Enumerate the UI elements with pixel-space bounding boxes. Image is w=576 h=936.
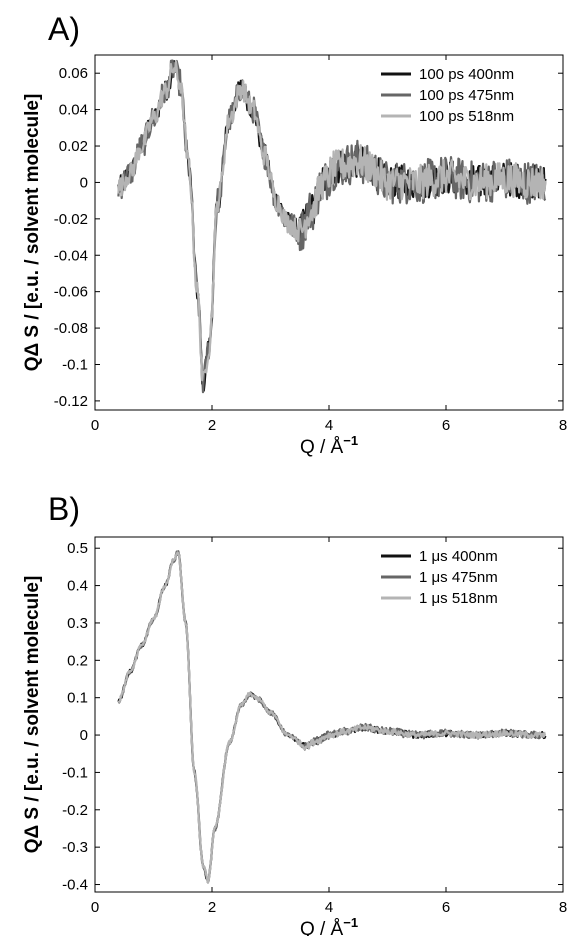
y-tick-label: -0.1 xyxy=(62,764,88,781)
series-group xyxy=(117,550,547,884)
panel-a: A) 0 2 4 6 8 -0.12 -0.1 -0.08 -0.06 -0.04 -0.02 0 0.0… xyxy=(22,11,567,458)
x-axis-label: Q / Å−1 xyxy=(300,915,358,936)
x-tick-label: 2 xyxy=(208,417,216,434)
legend: 100 ps 400nm 100 ps 475nm 100 ps 518nm xyxy=(375,63,555,135)
y-tick-label: -0.2 xyxy=(62,802,88,819)
y-tick-label: 0.06 xyxy=(59,65,88,82)
y-tick-label: 0.1 xyxy=(67,690,88,707)
y-tick-label: 0 xyxy=(80,174,88,191)
y-tick-label: -0.4 xyxy=(62,877,88,894)
y-tick-label: -0.06 xyxy=(54,284,88,301)
y-tick-label: 0.02 xyxy=(59,138,88,155)
series-line-3 xyxy=(117,551,546,884)
x-tick-label: 0 xyxy=(91,899,99,916)
y-tick-label: -0.02 xyxy=(54,211,88,228)
x-tick-label: 6 xyxy=(442,417,450,434)
y-tick-label: -0.12 xyxy=(54,393,88,410)
series-line-3 xyxy=(117,60,547,382)
x-tick-label: 2 xyxy=(208,899,216,916)
x-tick-label: 4 xyxy=(325,417,333,434)
y-tick-label: 0 xyxy=(80,727,88,744)
y-tick-label: -0.3 xyxy=(62,839,88,856)
y-tick-label: -0.1 xyxy=(62,356,88,373)
legend-entry: 100 ps 475nm xyxy=(419,87,514,104)
legend-entry: 100 ps 518nm xyxy=(419,108,514,125)
x-tick-label: 0 xyxy=(91,417,99,434)
y-tick-label: 0.4 xyxy=(67,578,88,595)
y-tick-label: 0.5 xyxy=(67,540,88,557)
y-tick-label: 0.3 xyxy=(67,615,88,632)
legend-entry: 1 μs 518nm xyxy=(419,590,498,607)
x-tick-label: 8 xyxy=(559,899,567,916)
legend-entry: 1 μs 400nm xyxy=(419,548,498,565)
x-axis-label: Q / Å−1 xyxy=(300,433,358,458)
x-axis-label-exponent: −1 xyxy=(343,433,358,448)
y-tick-label: -0.04 xyxy=(54,247,88,264)
x-tick-label: 4 xyxy=(325,899,333,916)
y-tick-label: 0.2 xyxy=(67,652,88,669)
x-axis-label-exponent: −1 xyxy=(343,915,358,930)
y-axis-label: QΔ S / [e.u. / solvent molecule] xyxy=(22,94,43,372)
legend-entry: 1 μs 475nm xyxy=(419,569,498,586)
legend-entry: 100 ps 400nm xyxy=(419,66,514,83)
panel-label: A) xyxy=(48,11,80,47)
y-tick-label: -0.08 xyxy=(54,320,88,337)
legend: 1 μs 400nm 1 μs 475nm 1 μs 518nm xyxy=(375,545,555,617)
y-tick-label: 0.04 xyxy=(59,102,88,119)
panel-label: B) xyxy=(48,491,80,527)
y-axis-label: QΔ S / [e.u. / solvent molecule] xyxy=(22,576,43,854)
panel-b: B) 0 2 4 6 8 -0.4 -0.3 -0.2 -0.1 0 0.1 0.2 0.3 0.4 0.5 Q… xyxy=(22,491,567,936)
x-tick-label: 8 xyxy=(559,417,567,434)
x-tick-label: 6 xyxy=(442,899,450,916)
series-group xyxy=(117,59,547,394)
